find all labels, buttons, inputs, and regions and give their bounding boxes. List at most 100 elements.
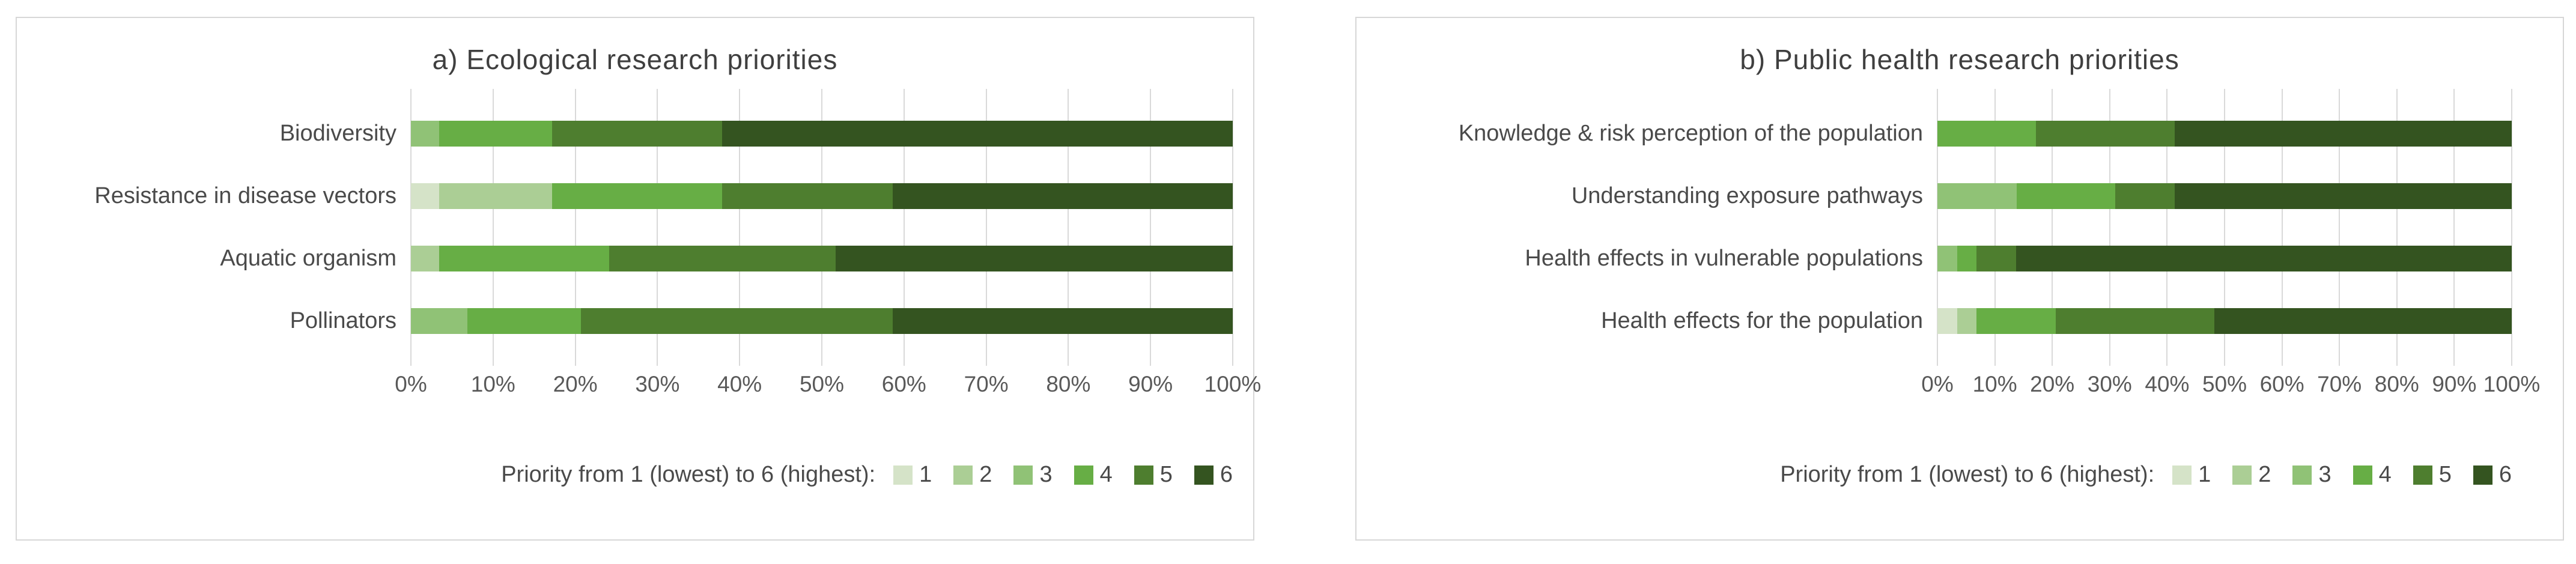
stacked-bar-chart-public-health: Knowledge & risk perception of the popul… — [1356, 89, 2563, 488]
x-tick-label: 10% — [470, 372, 515, 396]
bar-segment-priority-4 — [439, 121, 553, 147]
legend-item: 6 — [1194, 462, 1233, 488]
legend-swatch-5 — [1134, 465, 1153, 485]
gridline — [821, 89, 822, 366]
legend-swatch-1 — [893, 465, 913, 485]
category-label: Knowledge & risk perception of the popul… — [1458, 121, 1923, 146]
gridline — [1994, 89, 1996, 366]
legend-row: Priority from 1 (lowest) to 6 (highest):… — [17, 462, 1253, 488]
bar-segment-priority-2 — [411, 246, 439, 271]
legend-swatch-5 — [2413, 465, 2432, 485]
gridline — [2281, 89, 2283, 366]
chart-axis-row: 0% 10% 20% 30% 40% 50% 60% 70% 80% 90% 100% — [17, 366, 1261, 402]
bar-segment-priority-4 — [1976, 308, 2056, 334]
gridline — [2052, 89, 2053, 366]
public-health-chart-panel: b) Public health research priorities Kno… — [1355, 17, 2564, 541]
legend-item: 4 — [2353, 462, 2392, 488]
legend-item: 2 — [953, 462, 992, 488]
gridline — [2339, 89, 2341, 366]
bar-segment-priority-5 — [609, 246, 836, 271]
legend-item: 2 — [2232, 462, 2271, 488]
bar-segment-priority-2 — [1957, 308, 1976, 334]
legend-label: Priority from 1 (lowest) to 6 (highest): — [501, 462, 876, 487]
category-label: Resistance in disease vectors — [94, 183, 396, 208]
category-label: Health effects for the population — [1601, 308, 1923, 333]
legend-item: 1 — [2172, 462, 2211, 488]
gridline — [1232, 89, 1233, 366]
gridline — [2224, 89, 2225, 366]
x-tick-label: 40% — [2145, 372, 2190, 396]
x-tick-label: 30% — [635, 372, 680, 396]
legend-spacer — [17, 462, 411, 488]
bar-segment-priority-6 — [2016, 246, 2512, 271]
ecological-chart-panel: a) Ecological research priorities Biodiv… — [16, 17, 1261, 541]
legend-swatch-2 — [2232, 465, 2252, 485]
bar-segment-priority-5 — [1976, 246, 2016, 271]
legend-items: 1 2 3 4 5 6 — [893, 462, 1233, 488]
gridline — [492, 89, 494, 366]
bar-tracks — [1937, 121, 2512, 334]
gridline — [739, 89, 741, 366]
chart-axis-row: 0% 10% 20% 30% 40% 50% 60% 70% 80% 90% 100% — [1356, 366, 2563, 402]
legend-swatch-1 — [2172, 465, 2192, 485]
legend-swatch-6 — [1194, 465, 1214, 485]
bar — [411, 308, 1233, 334]
gridline — [1068, 89, 1069, 366]
legend-item: 3 — [1013, 462, 1053, 488]
legend-swatch-3 — [1013, 465, 1033, 485]
chart-plot-row: Knowledge & risk perception of the popul… — [1356, 89, 2563, 366]
legend-entry-label: 1 — [919, 462, 932, 487]
legend-items: 1 2 3 4 5 6 — [2172, 462, 2512, 488]
category-label: Aquatic organism — [220, 246, 396, 271]
bar-segment-priority-6 — [2174, 121, 2512, 147]
bar-segment-priority-5 — [722, 183, 893, 209]
legend-item: 6 — [2473, 462, 2512, 488]
x-tick-label: 70% — [964, 372, 1009, 396]
bar-segment-priority-4 — [2016, 183, 2116, 209]
legend-item: 5 — [2413, 462, 2452, 488]
gridline — [410, 89, 412, 366]
legend: Priority from 1 (lowest) to 6 (highest):… — [1780, 462, 2512, 488]
gridline — [2511, 89, 2512, 366]
legend-item: 4 — [1074, 462, 1113, 488]
bar — [411, 246, 1233, 271]
x-tick-label: 50% — [799, 372, 845, 396]
bar — [1937, 308, 2512, 334]
x-tick-label: 40% — [717, 372, 762, 396]
gridline — [2396, 89, 2398, 366]
category-label: Understanding exposure pathways — [1571, 183, 1923, 208]
legend-item: 1 — [893, 462, 932, 488]
category-axis: Biodiversity Resistance in disease vector… — [17, 89, 411, 366]
x-tick-label: 90% — [2432, 372, 2477, 396]
bar-segment-priority-4 — [439, 246, 609, 271]
gridline — [985, 89, 987, 366]
x-tick-label: 20% — [553, 372, 598, 396]
bar-segment-priority-4 — [552, 183, 723, 209]
bar-segment-priority-6 — [2174, 183, 2512, 209]
x-tick-label: 30% — [2087, 372, 2132, 396]
bar-segment-priority-6 — [892, 183, 1233, 209]
legend-entry-label: 5 — [2438, 462, 2452, 487]
x-tick-label: 20% — [2030, 372, 2075, 396]
gridline — [2166, 89, 2168, 366]
x-tick-label: 80% — [1046, 372, 1091, 396]
bar-segment-priority-6 — [836, 246, 1233, 271]
bar-segment-priority-1 — [1937, 308, 1957, 334]
bar-segment-priority-6 — [722, 121, 1233, 147]
x-tick-label: 100% — [2483, 372, 2541, 396]
legend-entry-label: 6 — [2499, 462, 2512, 487]
category-axis: Knowledge & risk perception of the popul… — [1356, 89, 1937, 366]
gridline — [657, 89, 658, 366]
bar-segment-priority-5 — [2055, 308, 2214, 334]
x-axis: 0% 10% 20% 30% 40% 50% 60% 70% 80% 90% 100% — [395, 366, 1261, 402]
x-tick-label: 80% — [2374, 372, 2419, 396]
bar-segment-priority-5 — [2036, 121, 2175, 147]
bar-segment-priority-4 — [467, 308, 582, 334]
bar-segment-priority-1 — [411, 183, 439, 209]
bar-segment-priority-3 — [411, 308, 468, 334]
legend: Priority from 1 (lowest) to 6 (highest):… — [411, 462, 1233, 488]
stacked-bar-chart-ecological: Biodiversity Resistance in disease vector… — [17, 89, 1261, 488]
bar-segment-priority-4 — [1937, 121, 2037, 147]
bar-segment-priority-6 — [892, 308, 1233, 334]
bar — [411, 121, 1233, 147]
